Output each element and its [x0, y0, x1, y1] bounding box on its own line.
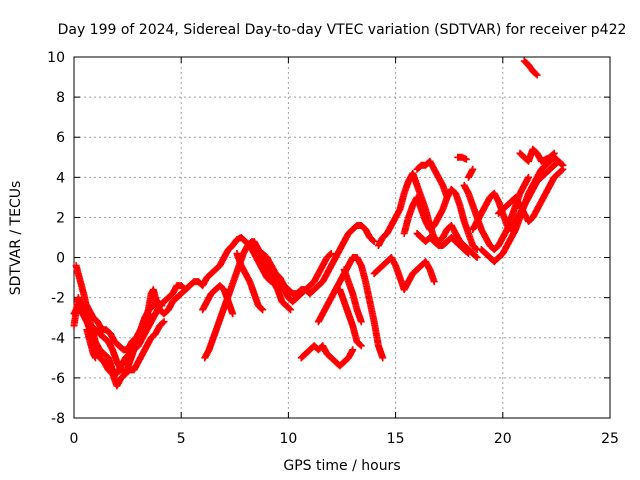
data-point: [379, 354, 387, 362]
data-point: [463, 249, 471, 257]
data-point: [549, 150, 557, 158]
x-tick-label: 10: [279, 431, 297, 447]
data-point: [469, 165, 477, 173]
y-tick-label: 2: [56, 210, 65, 226]
x-tick-label: 25: [601, 431, 619, 447]
axis-ticks: [73, 56, 611, 419]
y-tick-label: 10: [47, 50, 65, 66]
data-point: [326, 251, 334, 259]
series-arc-26: [495, 165, 567, 225]
data-point: [472, 245, 480, 253]
series-arc-27: [516, 145, 558, 165]
data-point: [357, 342, 365, 350]
x-tick-labels: 0 5 10 15 20 25: [70, 431, 619, 447]
y-tick-label: -6: [51, 371, 65, 387]
data-point: [229, 310, 237, 318]
data-point: [327, 250, 335, 258]
data-point: [259, 306, 267, 314]
data-point: [533, 71, 541, 79]
data-point: [443, 193, 451, 201]
x-axis-label: GPS time / hours: [283, 458, 400, 474]
series-arc-11: [259, 250, 335, 306]
y-tick-labels: -8 -6 -4 -2 0 2 4 6 8 10: [47, 50, 65, 427]
data-point: [356, 341, 364, 349]
series-arc-7: [201, 238, 295, 362]
data-point: [525, 173, 533, 181]
data-points: [70, 57, 567, 390]
y-tick-label: -8: [51, 411, 65, 427]
data-point: [369, 237, 377, 245]
series-arc-21: [454, 153, 470, 163]
data-point: [532, 70, 540, 78]
data-point: [357, 318, 365, 326]
y-tick-label: -2: [51, 291, 65, 307]
data-point: [287, 306, 295, 314]
data-point: [473, 254, 481, 262]
x-tick-label: 0: [70, 431, 79, 447]
series-arc-28: [520, 57, 541, 79]
data-point: [430, 278, 438, 286]
data-point: [285, 305, 293, 313]
series-arc-8: [199, 282, 237, 318]
series-arc-12: [297, 342, 357, 370]
series-arc-6: [143, 286, 162, 322]
data-point: [464, 250, 472, 258]
data-point: [160, 318, 168, 326]
series-arc-4: [81, 298, 166, 354]
data-point: [550, 149, 558, 157]
data-point: [159, 319, 167, 327]
data-point: [462, 155, 470, 163]
data-point: [91, 354, 99, 362]
series-arc-19: [413, 229, 472, 258]
data-point: [559, 165, 567, 173]
data-point: [558, 166, 566, 174]
x-tick-label: 20: [494, 431, 512, 447]
y-tick-label: 0: [56, 251, 65, 267]
y-tick-label: 6: [56, 130, 65, 146]
y-axis-label: SDTVAR / TECUs: [8, 181, 24, 296]
data-point: [258, 305, 266, 313]
data-point: [370, 238, 378, 246]
y-tick-label: 8: [56, 90, 65, 106]
series-arc-20: [413, 157, 451, 201]
y-tick-label: 4: [56, 170, 65, 186]
data-point: [349, 346, 357, 354]
plot-frame: [73, 56, 611, 419]
series-arc-25: [477, 153, 567, 266]
data-point: [185, 283, 193, 291]
series-arc-16: [370, 254, 438, 294]
chart-title: Day 199 of 2024, Sidereal Day-to-day VTE…: [58, 22, 627, 38]
data-point: [558, 160, 566, 168]
x-tick-label: 5: [177, 431, 186, 447]
x-tick-label: 15: [387, 431, 405, 447]
series-arc-13: [314, 254, 387, 362]
series-arc-15: [340, 266, 365, 326]
data-point: [186, 282, 194, 290]
y-tick-label: -4: [51, 331, 65, 347]
series-arc-23: [464, 165, 477, 181]
series-arc-5: [83, 326, 99, 362]
data-point: [472, 253, 480, 261]
series-arc-14: [336, 286, 365, 350]
series-arc-9: [233, 250, 267, 314]
data-point: [154, 302, 162, 310]
